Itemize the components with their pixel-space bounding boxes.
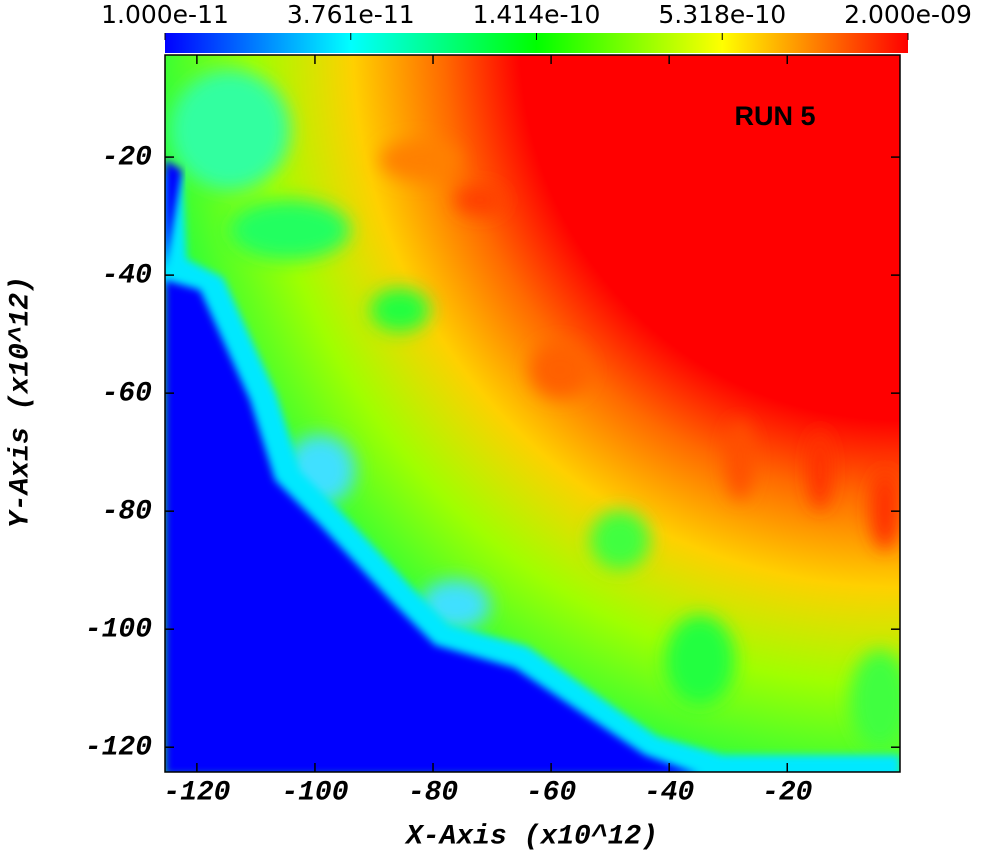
x-tick-label: -20 (762, 777, 812, 808)
field-low-region (165, 280, 692, 772)
colorbar-tick-label: 5.318e-10 (658, 0, 786, 29)
x-tick-label: -120 (163, 777, 230, 808)
annotation: RUN 5 (734, 101, 815, 131)
x-axis-label: X-Axis (x10^12) (404, 821, 658, 852)
y-tick-label: -20 (102, 142, 152, 173)
y-tick-label: -80 (102, 497, 152, 528)
axes: -120 -100 -80 -60 -40 -20 -120 -100 -80 -60 -40 -20 (85, 55, 900, 808)
colorbar-tick-label: 3.761e-11 (287, 0, 415, 29)
field-structure (170, 70, 900, 750)
x-tick-label: -40 (644, 777, 694, 808)
x-tick-label: -100 (281, 777, 348, 808)
y-tick-label: -40 (102, 261, 152, 292)
colorbar-tick-label: 1.000e-11 (101, 0, 229, 29)
x-tick-label: -80 (408, 777, 458, 808)
field-edge (165, 174, 900, 772)
plot-frame (164, 54, 901, 773)
y-tick-label: -120 (85, 733, 152, 764)
x-tick-label: -60 (526, 777, 576, 808)
field-low-region (165, 160, 182, 270)
colorbar-tick-label: 1.414e-10 (473, 0, 601, 29)
y-tick-label: -60 (102, 379, 152, 410)
y-axis-label: Y-Axis (x10^12) (5, 276, 36, 528)
colorbar-tick-label: 2.000e-09 (844, 0, 972, 29)
y-tick-label: -100 (85, 615, 152, 646)
field-image (165, 55, 900, 772)
